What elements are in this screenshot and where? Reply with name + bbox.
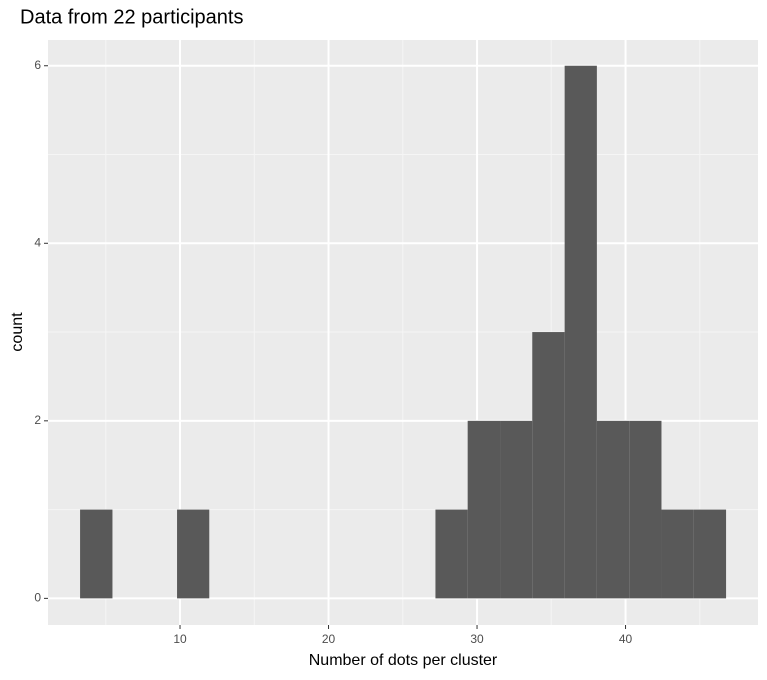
x-axis-label: Number of dots per cluster xyxy=(309,652,498,669)
bar xyxy=(80,509,113,599)
bar xyxy=(435,509,468,599)
bar xyxy=(661,509,694,599)
bar xyxy=(500,420,533,599)
y-tick-label: 2 xyxy=(34,413,41,427)
x-tick-label: 10 xyxy=(173,632,187,646)
y-axis-label: count xyxy=(9,312,26,352)
chart-title: Data from 22 participants xyxy=(20,6,243,28)
y-tick-label: 6 xyxy=(34,58,41,72)
bar xyxy=(532,332,565,599)
bar xyxy=(596,420,630,599)
y-tick-label: 4 xyxy=(34,235,41,249)
bar xyxy=(693,509,727,599)
bar xyxy=(564,65,597,599)
x-tick-label: 30 xyxy=(470,632,484,646)
x-tick-label: 20 xyxy=(322,632,336,646)
bar xyxy=(467,420,501,599)
x-tick-label: 40 xyxy=(619,632,633,646)
y-tick-label: 0 xyxy=(34,591,41,605)
bar xyxy=(629,420,662,599)
bar xyxy=(177,509,210,599)
